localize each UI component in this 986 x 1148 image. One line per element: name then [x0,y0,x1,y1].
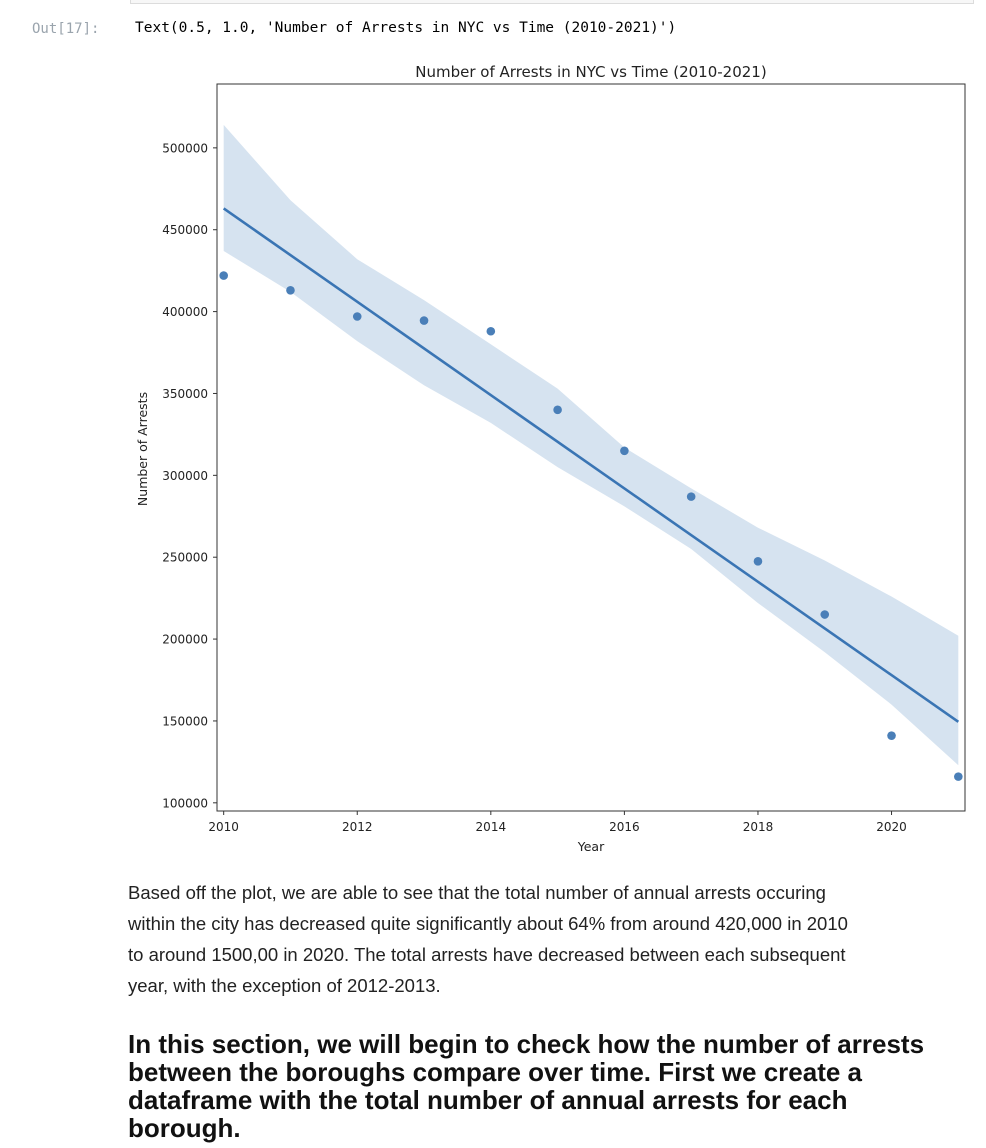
analysis-paragraph: Based off the plot, we are able to see t… [128,877,948,1001]
confidence-band [223,124,959,766]
data-point [286,286,295,295]
y-tick-label: 250000 [162,551,208,565]
data-point [219,271,228,280]
heading-line: borough. [128,1113,241,1143]
y-tick-label: 500000 [162,141,208,155]
data-point [954,772,963,781]
paragraph-line: year, with the exception of 2012-2013. [128,975,441,996]
arrests-chart: Number of Arrests in NYC vs Time (2010-2… [135,63,966,854]
data-point [820,610,830,619]
data-point [419,316,429,325]
section-heading: In this section, we will begin to check … [128,1030,968,1142]
paragraph-line: to around 1500,00 in 2020. The total arr… [128,944,846,965]
paragraph-line: Based off the plot, we are able to see t… [128,882,826,903]
y-tick-label: 150000 [162,714,208,728]
x-tick-label: 2012 [342,820,373,834]
y-tick-label: 450000 [162,223,208,237]
heading-line: In this section, we will begin to check … [128,1029,925,1059]
regression-line [222,207,960,723]
paragraph-line: within the city has decreased quite sign… [128,913,848,934]
data-point [620,446,629,456]
y-tick-label: 400000 [162,305,208,319]
y-tick-label: 200000 [162,633,208,647]
y-tick-label: 100000 [162,796,208,810]
x-tick-label: 2014 [476,820,507,834]
x-axis-label: Year [577,839,605,854]
x-tick-label: 2018 [743,820,774,834]
data-point [486,326,496,336]
y-axis-label: Number of Arrests [135,392,150,506]
output-text: Text(0.5, 1.0, 'Number of Arrests in NYC… [135,20,677,36]
x-tick-label: 2016 [609,820,640,834]
y-tick-label: 350000 [162,387,208,401]
heading-line: dataframe with the total number of annua… [128,1085,848,1115]
data-point [887,731,896,740]
plot-frame [216,83,966,812]
y-tick-label: 300000 [162,469,208,483]
data-point [753,556,763,566]
heading-line: between the boroughs compare over time. … [128,1057,862,1087]
previous-cell-border [130,0,974,4]
x-tick-label: 2010 [208,820,239,834]
output-prompt: Out[17]: [32,21,100,37]
x-tick-label: 2020 [876,820,907,834]
data-point [553,405,562,415]
data-point [352,312,362,321]
data-point [686,492,696,501]
chart-title: Number of Arrests in NYC vs Time (2010-2… [415,63,766,81]
